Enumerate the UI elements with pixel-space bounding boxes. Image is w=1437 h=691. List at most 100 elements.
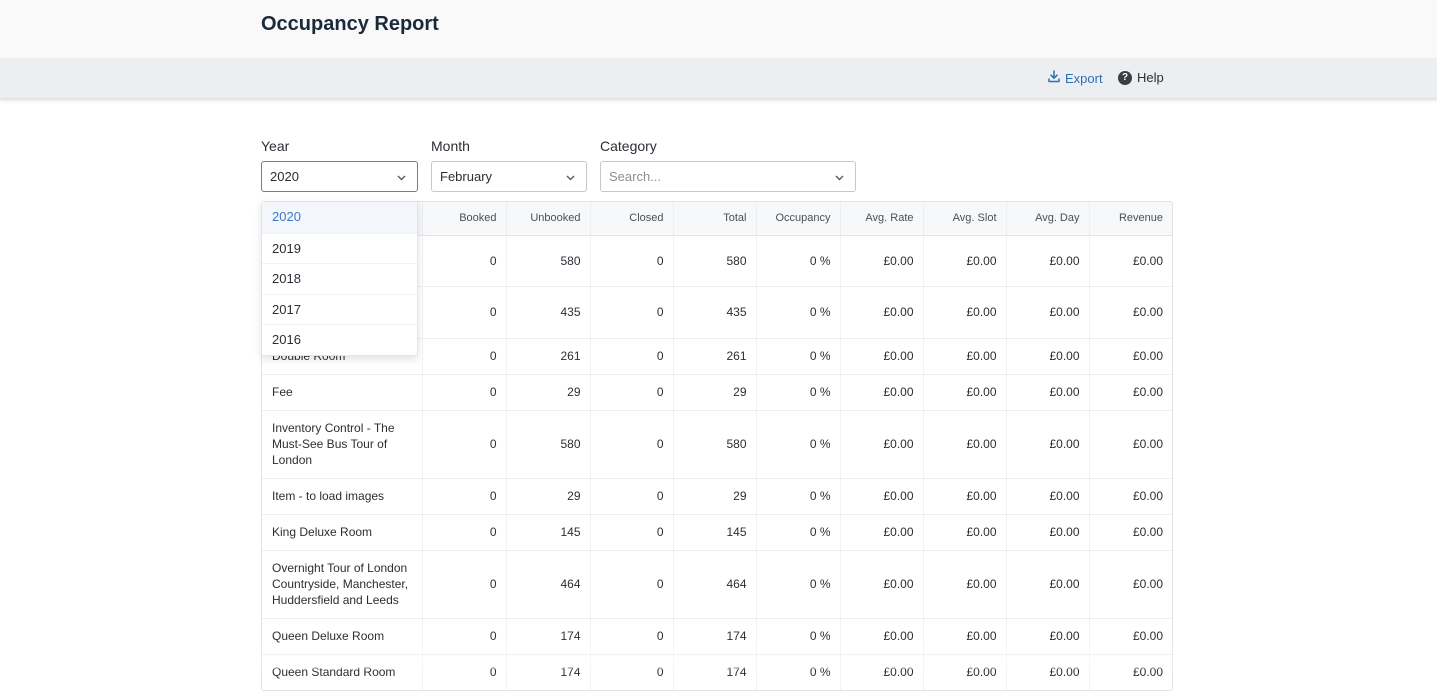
cell-total: 580 (672, 409, 756, 478)
cell-unbooked: 580 (505, 409, 590, 478)
cell-total: 174 (672, 617, 756, 654)
cell-avg-day: £0.00 (1005, 235, 1089, 286)
cell-booked: 0 (421, 337, 506, 374)
cell-closed: 0 (589, 477, 673, 514)
cell-unbooked: 261 (505, 337, 590, 374)
column-header-total[interactable]: Total (672, 202, 756, 236)
cell-total: 145 (672, 513, 756, 550)
cell-total: 464 (672, 549, 756, 618)
cell-booked: 0 (421, 653, 506, 690)
cell-occupancy: 0 % (755, 549, 840, 618)
table-row: Queen Deluxe Room 0 174 0 174 0 % £0.00 … (262, 617, 1172, 654)
cell-booked: 0 (421, 477, 506, 514)
table-row: King Deluxe Room 0 145 0 145 0 % £0.00 £… (262, 513, 1172, 550)
table-row: Fee 0 29 0 29 0 % £0.00 £0.00 £0.00 £0.0… (262, 373, 1172, 410)
table-row: Item - to load images 0 29 0 29 0 % £0.0… (262, 477, 1172, 514)
cell-avg-slot: £0.00 (922, 285, 1006, 338)
cell-unbooked: 464 (505, 549, 590, 618)
page-header: Occupancy Report (0, 0, 1437, 58)
cell-closed: 0 (589, 653, 673, 690)
cell-occupancy: 0 % (755, 617, 840, 654)
cell-unbooked: 580 (505, 235, 590, 286)
table-row: 0 580 0 580 0 % £0.00 £0.00 £0.00 £0.00 (262, 235, 1172, 286)
cell-avg-day: £0.00 (1005, 337, 1089, 374)
cell-occupancy: 0 % (755, 285, 840, 338)
help-label: Help (1137, 70, 1164, 85)
cell-total: 174 (672, 653, 756, 690)
year-option[interactable]: 2018 (262, 263, 417, 294)
cell-total: 29 (672, 373, 756, 410)
cell-avg-rate: £0.00 (839, 409, 923, 478)
cell-avg-slot: £0.00 (922, 549, 1006, 618)
export-button[interactable]: Export (1048, 70, 1103, 86)
cell-avg-day: £0.00 (1005, 617, 1089, 654)
cell-unbooked: 145 (505, 513, 590, 550)
year-option[interactable]: 2016 (262, 324, 417, 355)
cell-revenue: £0.00 (1088, 549, 1172, 618)
cell-revenue: £0.00 (1088, 617, 1172, 654)
cell-booked: 0 (421, 373, 506, 410)
chevron-down-icon (396, 171, 407, 186)
cell-revenue: £0.00 (1088, 337, 1172, 374)
cell-occupancy: 0 % (755, 653, 840, 690)
cell-avg-rate: £0.00 (839, 285, 923, 338)
year-option[interactable]: 2017 (262, 293, 417, 325)
cell-avg-day: £0.00 (1005, 373, 1089, 410)
cell-unbooked: 174 (505, 617, 590, 654)
year-option[interactable]: 2020 (262, 202, 417, 233)
export-label: Export (1065, 70, 1103, 86)
column-header-booked[interactable]: Booked (421, 202, 506, 236)
month-select-value: February (440, 169, 493, 184)
cell-avg-rate: £0.00 (839, 235, 923, 286)
cell-booked: 0 (421, 409, 506, 478)
column-header-revenue[interactable]: Revenue (1088, 202, 1172, 236)
cell-avg-day: £0.00 (1005, 409, 1089, 478)
cell-total: 435 (672, 285, 756, 338)
cell-avg-slot: £0.00 (922, 373, 1006, 410)
cell-revenue: £0.00 (1088, 409, 1172, 478)
column-header-avg-day[interactable]: Avg. Day (1005, 202, 1089, 236)
cell-booked: 0 (421, 513, 506, 550)
month-select[interactable]: February (431, 161, 587, 192)
cell-avg-day: £0.00 (1005, 549, 1089, 618)
cell-revenue: £0.00 (1088, 513, 1172, 550)
column-header-avg-slot[interactable]: Avg. Slot (922, 202, 1006, 236)
help-button[interactable]: ? Help (1118, 70, 1164, 85)
cell-avg-slot: £0.00 (922, 337, 1006, 374)
cell-avg-slot: £0.00 (922, 235, 1006, 286)
column-header-unbooked[interactable]: Unbooked (505, 202, 590, 236)
cell-closed: 0 (589, 513, 673, 550)
cell-name: King Deluxe Room (262, 513, 422, 550)
cell-unbooked: 435 (505, 285, 590, 338)
cell-booked: 0 (421, 285, 506, 338)
cell-occupancy: 0 % (755, 513, 840, 550)
cell-name: Fee (262, 373, 422, 410)
cell-booked: 0 (421, 549, 506, 618)
category-search-placeholder: Search... (609, 169, 662, 184)
cell-avg-slot: £0.00 (922, 477, 1006, 514)
category-search-select[interactable]: Search... (600, 161, 856, 192)
cell-booked: 0 (421, 235, 506, 286)
year-label: Year (261, 138, 290, 154)
cell-closed: 0 (589, 549, 673, 618)
cell-occupancy: 0 % (755, 477, 840, 514)
column-header-avg-rate[interactable]: Avg. Rate (839, 202, 923, 236)
cell-avg-slot: £0.00 (922, 513, 1006, 550)
year-option[interactable]: 2019 (262, 232, 417, 264)
cell-avg-rate: £0.00 (839, 373, 923, 410)
cell-booked: 0 (421, 617, 506, 654)
cell-avg-slot: £0.00 (922, 409, 1006, 478)
year-select[interactable]: 2020 (261, 161, 418, 192)
table-row: Overnight Tour of London Countryside, Ma… (262, 549, 1172, 618)
table-row: Queen Standard Room 0 174 0 174 0 % £0.0… (262, 653, 1172, 690)
cell-unbooked: 29 (505, 477, 590, 514)
column-header-closed[interactable]: Closed (589, 202, 673, 236)
cell-avg-day: £0.00 (1005, 285, 1089, 338)
cell-closed: 0 (589, 235, 673, 286)
cell-revenue: £0.00 (1088, 235, 1172, 286)
column-header-occupancy[interactable]: Occupancy (755, 202, 840, 236)
cell-avg-rate: £0.00 (839, 337, 923, 374)
cell-closed: 0 (589, 285, 673, 338)
cell-avg-slot: £0.00 (922, 653, 1006, 690)
cell-unbooked: 29 (505, 373, 590, 410)
